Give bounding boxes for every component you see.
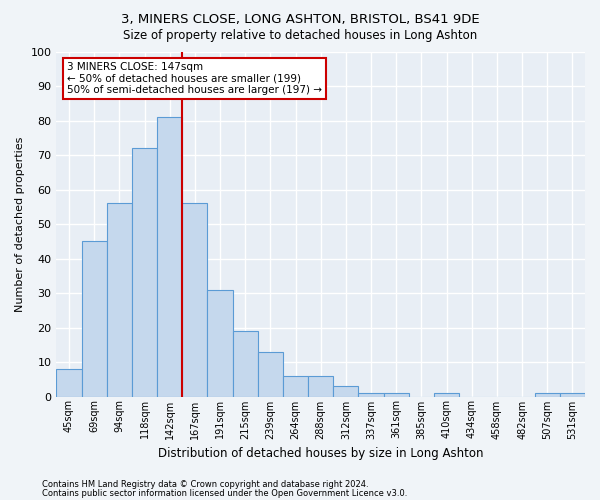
Text: 3 MINERS CLOSE: 147sqm
← 50% of detached houses are smaller (199)
50% of semi-de: 3 MINERS CLOSE: 147sqm ← 50% of detached… — [67, 62, 322, 95]
Text: Contains public sector information licensed under the Open Government Licence v3: Contains public sector information licen… — [42, 488, 407, 498]
Bar — [107, 204, 132, 396]
Bar — [358, 393, 383, 396]
Bar — [283, 376, 308, 396]
Bar — [333, 386, 358, 396]
Bar — [258, 352, 283, 397]
Bar — [157, 117, 182, 396]
Bar — [233, 331, 258, 396]
Text: Contains HM Land Registry data © Crown copyright and database right 2024.: Contains HM Land Registry data © Crown c… — [42, 480, 368, 489]
Bar — [535, 393, 560, 396]
Text: 3, MINERS CLOSE, LONG ASHTON, BRISTOL, BS41 9DE: 3, MINERS CLOSE, LONG ASHTON, BRISTOL, B… — [121, 12, 479, 26]
Bar — [308, 376, 333, 396]
Bar — [182, 204, 208, 396]
X-axis label: Distribution of detached houses by size in Long Ashton: Distribution of detached houses by size … — [158, 447, 484, 460]
Bar — [383, 393, 409, 396]
Text: Size of property relative to detached houses in Long Ashton: Size of property relative to detached ho… — [123, 29, 477, 42]
Bar — [560, 393, 585, 396]
Bar — [82, 242, 107, 396]
Bar — [208, 290, 233, 397]
Y-axis label: Number of detached properties: Number of detached properties — [15, 136, 25, 312]
Bar — [132, 148, 157, 396]
Bar — [56, 369, 82, 396]
Bar — [434, 393, 459, 396]
